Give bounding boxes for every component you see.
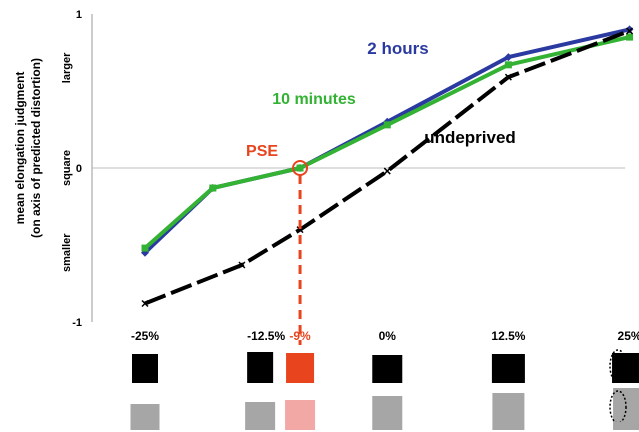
stimulus-black-shape <box>132 354 158 383</box>
data-point <box>625 25 634 34</box>
x-tick-label: 12.5% <box>491 329 525 343</box>
data-point <box>209 184 217 192</box>
stimulus-black-shape <box>491 354 525 383</box>
stimulus-gray-shape <box>130 404 160 430</box>
pse-circle <box>292 160 309 176</box>
stimulus-black-shape <box>372 355 403 383</box>
stimulus-gray-shape <box>492 393 525 430</box>
y-tick-label: 1 <box>76 9 82 21</box>
data-point <box>383 121 391 129</box>
x-tick-label: 0% <box>379 329 397 343</box>
stimulus-gray-shape <box>245 402 276 430</box>
stimulus-black-shape <box>247 352 274 383</box>
y-side-label: square <box>61 150 73 186</box>
x-tick-label: -25% <box>131 329 159 343</box>
series-line-2 <box>144 29 631 306</box>
ellipse-adapter-icon <box>609 349 627 383</box>
data-point <box>296 164 304 172</box>
data-point <box>141 299 149 308</box>
series-line-0 <box>143 27 630 255</box>
stimulus-gray-shape <box>372 396 403 430</box>
data-point <box>504 53 513 62</box>
x-tick-label: -12.5% <box>247 329 285 343</box>
y-axis-title: mean elongation judgment <box>13 72 27 225</box>
small-square-icon <box>631 362 639 370</box>
series-label-1: 10 minutes <box>272 91 356 108</box>
data-point <box>626 33 634 41</box>
series-label-0: 2 hours <box>367 39 428 58</box>
pse-label: PSE <box>246 143 278 160</box>
y-tick-label: 0 <box>76 163 82 175</box>
data-point <box>504 73 512 81</box>
ellipse-adapter-icon <box>609 390 627 424</box>
series-label-2: undeprived <box>424 128 516 147</box>
y-side-label: smaller <box>61 233 73 272</box>
y-tick-label: -1 <box>72 317 82 329</box>
y-axis-subtitle: (on axis of predicted distortion) <box>29 58 43 238</box>
data-point <box>504 61 512 69</box>
data-point <box>383 167 391 175</box>
pse-stimulus-shape <box>286 353 315 383</box>
series-line-1 <box>143 35 630 250</box>
y-side-label: larger <box>61 52 73 83</box>
data-point <box>238 261 246 269</box>
pse-x-label: -9% <box>289 329 311 343</box>
pse-stimulus-gray-shape <box>285 400 316 430</box>
x-tick-label: 25% <box>618 329 639 343</box>
data-point <box>626 27 634 35</box>
data-point <box>141 244 149 252</box>
data-point <box>296 226 304 234</box>
small-gray-square-icon <box>614 422 622 430</box>
